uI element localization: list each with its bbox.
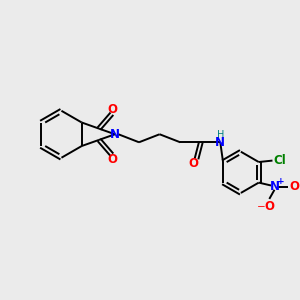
Text: N: N (110, 128, 120, 141)
Text: N: N (269, 180, 280, 194)
Text: H: H (217, 130, 224, 140)
Text: O: O (264, 200, 274, 214)
Text: O: O (188, 157, 198, 170)
Text: +: + (277, 177, 285, 186)
Text: −: − (257, 202, 266, 212)
Text: Cl: Cl (274, 154, 286, 167)
Text: O: O (289, 180, 299, 194)
Text: O: O (107, 153, 118, 166)
Text: O: O (107, 103, 118, 116)
Text: N: N (215, 136, 225, 149)
